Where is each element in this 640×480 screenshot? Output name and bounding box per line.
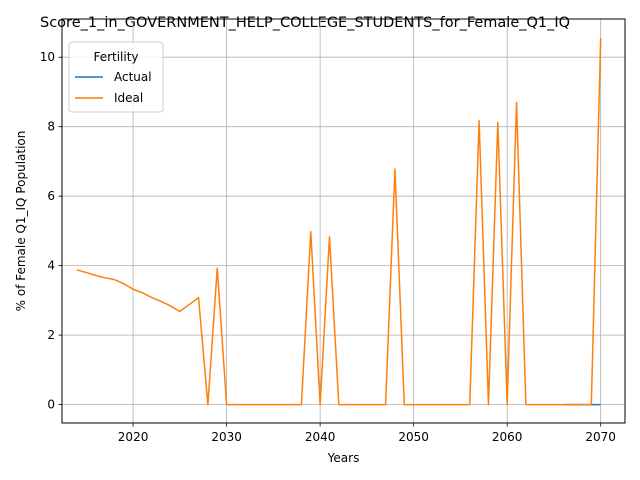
- y-tick-label: 2: [47, 328, 55, 342]
- legend-entry-actual: Actual: [114, 70, 152, 84]
- y-tick-label: 0: [47, 398, 55, 412]
- legend: Fertility Actual Ideal: [68, 41, 164, 113]
- y-tick-label: 10: [40, 50, 55, 64]
- y-tick-label: 6: [47, 189, 55, 203]
- x-tick-label: 2050: [398, 430, 429, 444]
- y-tick-label: 4: [47, 259, 55, 273]
- legend-title: Fertility: [93, 50, 138, 64]
- legend-entry-ideal: Ideal: [114, 91, 143, 105]
- x-tick-label: 2070: [585, 430, 616, 444]
- y-axis-label: % of Female Q1_IQ Population: [14, 131, 28, 312]
- x-axis: 2020 2030 2040 2050 2060 2070: [118, 423, 616, 444]
- y-tick-label: 8: [47, 120, 55, 134]
- x-tick-label: 2060: [492, 430, 523, 444]
- plot-area-frame: [61, 18, 626, 424]
- legend-box: [68, 41, 164, 113]
- x-axis-label: Years: [327, 451, 360, 465]
- y-axis: 0 2 4 6 8 10: [40, 50, 62, 412]
- series-line-ideal: [76, 38, 602, 406]
- x-tick-label: 2020: [118, 430, 149, 444]
- x-tick-label: 2040: [305, 430, 336, 444]
- x-tick-label: 2030: [211, 430, 242, 444]
- chart-title: Score_1_in_GOVERNMENT_HELP_COLLEGE_STUDE…: [40, 15, 570, 31]
- series-lines: [76, 38, 602, 406]
